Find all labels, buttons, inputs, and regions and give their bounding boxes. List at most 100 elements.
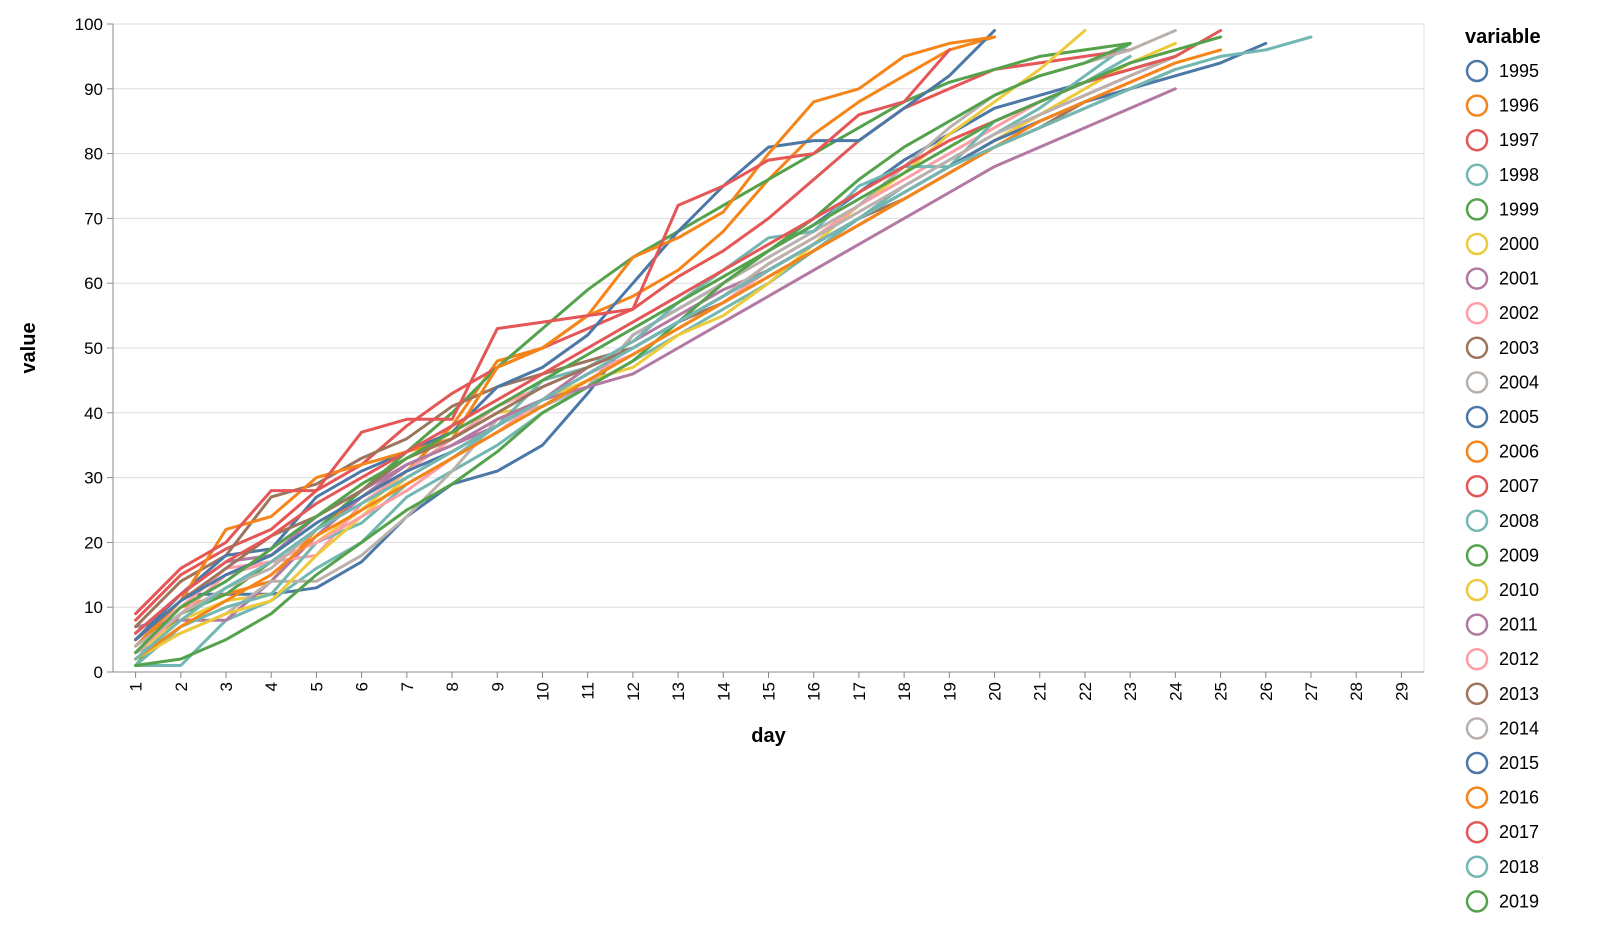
x-tick-label-1: 1	[127, 682, 146, 691]
series-line-2005	[134, 29, 996, 642]
legend-symbol-1996	[1465, 94, 1489, 117]
legend-item-1996: 1996	[1465, 94, 1539, 117]
legend-item-1997: 1997	[1465, 128, 1539, 152]
legend-item-1998: 1998	[1465, 163, 1539, 187]
legend-label-2016: 2016	[1499, 788, 1539, 808]
legend-symbol-2008	[1465, 509, 1489, 533]
legend-label-2015: 2015	[1499, 753, 1539, 773]
legend-label-2011: 2011	[1499, 615, 1538, 635]
legend-symbol-2002	[1465, 301, 1489, 325]
legend-item-2001: 2001	[1465, 267, 1539, 290]
x-tick-label-23: 23	[1121, 682, 1140, 701]
x-tick-label-26: 26	[1257, 682, 1276, 701]
x-tick-label-12: 12	[624, 682, 643, 701]
y-tick-label-20: 20	[84, 533, 103, 552]
x-tick-label-10: 10	[533, 682, 552, 701]
x-tick-label-6: 6	[353, 682, 372, 691]
legend-symbol-2001	[1465, 267, 1489, 290]
legend-label-2009: 2009	[1499, 545, 1539, 565]
legend-item-2006: 2006	[1465, 440, 1539, 463]
legend-item-2004: 2004	[1465, 371, 1539, 394]
legend-symbol-2004	[1465, 371, 1489, 394]
series-line-2009	[134, 41, 1132, 667]
legend-symbol-2003	[1465, 336, 1489, 360]
y-tick-label-40: 40	[84, 404, 103, 423]
x-tick-label-17: 17	[850, 682, 869, 701]
legend: variable 1995 1996 1997 1998 1999 2000 2001 200…	[1465, 26, 1541, 913]
series-lines	[134, 29, 1313, 667]
legend-label-2018: 2018	[1499, 857, 1539, 877]
legend-item-2008: 2008	[1465, 509, 1539, 533]
legend-label-2019: 2019	[1499, 891, 1539, 911]
legend-item-2016: 2016	[1465, 786, 1539, 809]
y-tick-label-0: 0	[94, 663, 103, 682]
legend-symbol-2006	[1465, 440, 1489, 463]
y-tick-label-30: 30	[84, 469, 103, 488]
x-tick-label-21: 21	[1031, 682, 1050, 701]
x-tick-label-4: 4	[262, 682, 281, 691]
legend-symbol-1999	[1465, 198, 1489, 221]
y-tick-label-60: 60	[84, 274, 103, 293]
legend-label-2008: 2008	[1499, 511, 1539, 531]
x-tick-label-13: 13	[669, 682, 688, 701]
legend-label-2013: 2013	[1499, 684, 1539, 704]
x-tick-label-22: 22	[1076, 682, 1095, 701]
legend-symbol-2012	[1465, 647, 1489, 671]
x-tick-label-18: 18	[895, 682, 914, 701]
legend-item-2014: 2014	[1465, 717, 1539, 740]
legend-item-1995: 1995	[1465, 59, 1539, 83]
legend-title: variable	[1465, 26, 1541, 48]
series-line-2006	[134, 35, 996, 648]
legend-symbol-2009	[1465, 544, 1489, 567]
legend-item-2013: 2013	[1465, 682, 1539, 706]
legend-label-2005: 2005	[1499, 407, 1539, 427]
x-tick-label-14: 14	[714, 682, 733, 701]
legend-label-2002: 2002	[1499, 303, 1539, 323]
legend-item-2007: 2007	[1465, 474, 1539, 498]
legend-label-1998: 1998	[1499, 165, 1539, 185]
legend-item-2002: 2002	[1465, 301, 1539, 325]
y-axis-title: value	[18, 322, 40, 373]
legend-label-2012: 2012	[1499, 649, 1539, 669]
x-tick-label-2: 2	[172, 682, 191, 691]
series-line-2015	[134, 41, 1268, 642]
legend-symbol-2014	[1465, 717, 1489, 740]
legend-symbol-2005	[1465, 405, 1489, 429]
series-line-2018	[134, 35, 1313, 661]
x-tick-label-8: 8	[443, 682, 462, 691]
legend-item-2010: 2010	[1465, 578, 1539, 602]
y-tick-label-90: 90	[84, 80, 103, 99]
x-tick-label-28: 28	[1347, 682, 1366, 701]
legend-symbol-2007	[1465, 474, 1489, 498]
legend-item-2011: 2011	[1465, 613, 1538, 636]
legend-symbol-2016	[1465, 786, 1489, 809]
x-tick-label-16: 16	[805, 682, 824, 701]
y-tick-label-50: 50	[84, 339, 103, 358]
x-tick-label-5: 5	[307, 682, 326, 691]
legend-item-2000: 2000	[1465, 232, 1539, 256]
legend-label-1995: 1995	[1499, 61, 1539, 81]
x-tick-label-29: 29	[1392, 682, 1411, 701]
legend-label-1997: 1997	[1499, 130, 1539, 150]
legend-symbol-2013	[1465, 682, 1489, 706]
legend-item-2009: 2009	[1465, 544, 1539, 567]
legend-item-2019: 2019	[1465, 890, 1539, 913]
legend-symbol-2010	[1465, 578, 1489, 602]
legend-item-2017: 2017	[1465, 820, 1539, 844]
x-tick-label-27: 27	[1302, 682, 1321, 701]
legend-symbol-2018	[1465, 855, 1489, 879]
series-line-2007	[134, 48, 951, 616]
series-line-2019	[134, 35, 1223, 655]
x-tick-label-3: 3	[217, 682, 236, 691]
y-tick-label-80: 80	[84, 145, 103, 164]
legend-label-2004: 2004	[1499, 372, 1539, 392]
legend-symbol-2015	[1465, 751, 1489, 775]
y-tick-label-100: 100	[75, 15, 103, 34]
legend-label-2007: 2007	[1499, 476, 1539, 496]
legend-symbol-1995	[1465, 59, 1489, 83]
legend-symbol-1997	[1465, 128, 1489, 152]
x-axis-title: day	[751, 725, 786, 747]
legend-symbol-2017	[1465, 820, 1489, 844]
